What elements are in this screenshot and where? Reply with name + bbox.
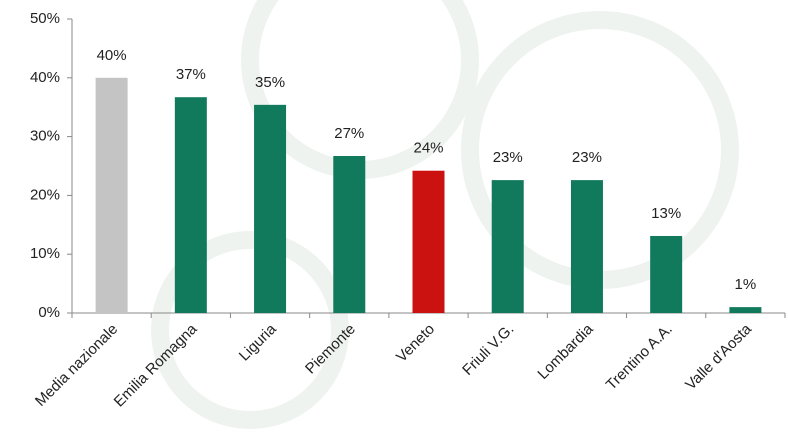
bar: [570, 180, 603, 313]
bar: [729, 307, 762, 313]
bar: [650, 235, 683, 313]
value-label: 24%: [413, 140, 443, 157]
bar: [254, 104, 287, 314]
bar: [174, 97, 207, 313]
value-label: 23%: [572, 149, 602, 166]
x-tick-label: Liguria: [236, 320, 280, 364]
value-label: 1%: [735, 276, 757, 293]
x-tick-label: Lombardia: [534, 320, 597, 383]
bar: [95, 77, 128, 313]
value-label: 23%: [493, 149, 523, 166]
y-tick-label: 0%: [38, 304, 60, 321]
bar: [412, 170, 445, 313]
y-tick-label: 30%: [30, 128, 60, 145]
value-label: 40%: [97, 47, 127, 64]
y-tick-label: 20%: [30, 186, 60, 203]
bar: [333, 156, 366, 313]
y-tick-label: 50%: [30, 10, 60, 27]
y-tick-label: 10%: [30, 245, 60, 262]
y-tick-label: 40%: [30, 69, 60, 86]
value-label: 13%: [651, 205, 681, 222]
x-tick-label: Valle d'Aosta: [682, 320, 755, 393]
value-label: 35%: [255, 74, 285, 91]
x-tick-label: Friuli V.G.: [459, 321, 517, 379]
x-tick-label: Trentino A.A.: [603, 321, 676, 394]
value-label: 37%: [176, 66, 206, 83]
value-label: 27%: [334, 125, 364, 142]
x-tick-label: Veneto: [393, 321, 438, 366]
x-tick-label: Media nazionale: [32, 321, 121, 410]
bar: [491, 180, 524, 313]
